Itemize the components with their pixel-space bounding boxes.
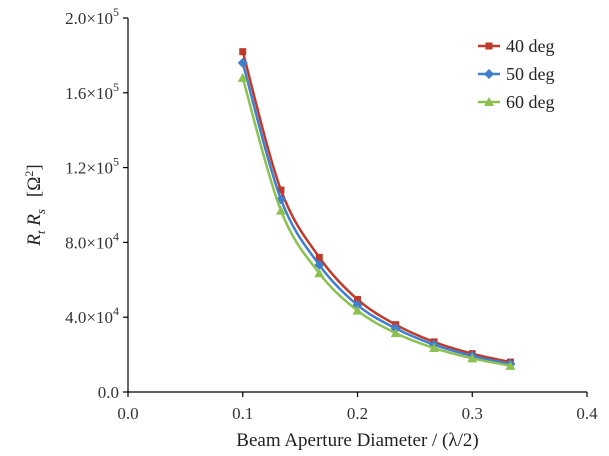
- legend-item: 40 deg: [478, 36, 555, 56]
- y-axis-label-unit-sup: 2: [22, 171, 36, 177]
- x-axis-label: Beam Aperture Diameter / (λ/2): [236, 430, 478, 451]
- x-tick-label: 0.1: [232, 404, 253, 423]
- data-point: [275, 205, 286, 215]
- y-axis-label: Rt Rs [Ω2]: [22, 164, 48, 246]
- y-tick-label: 0.0: [98, 383, 119, 402]
- y-axis-label-sub2: s: [33, 209, 48, 214]
- y-axis-label-r1: R: [24, 234, 45, 247]
- legend-label: 40 deg: [506, 36, 555, 56]
- data-point: [314, 268, 325, 278]
- y-axis-label-sub1: t: [33, 230, 48, 234]
- legend: 40 deg 50 deg 60 deg: [478, 36, 555, 112]
- data-point: [315, 253, 323, 261]
- data-point: [277, 186, 285, 194]
- legend-item: 50 deg: [478, 64, 555, 84]
- series-line: [241, 77, 511, 368]
- series-group: [237, 48, 516, 370]
- legend-label: 60 deg: [506, 92, 555, 112]
- data-point: [467, 353, 478, 363]
- data-point: [505, 360, 516, 370]
- x-tick-label: 0.3: [462, 404, 483, 423]
- data-point: [354, 295, 361, 303]
- x-tick-label: 0.2: [347, 404, 368, 423]
- data-point: [237, 57, 248, 68]
- ticks: 0.0 0.1 0.2 0.3 0.4 0.0 4.0×104 8.0×104 1.2×105 1…: [65, 5, 598, 423]
- legend-item: 60 deg: [478, 92, 555, 112]
- y-tick-label: 8.0×104: [65, 229, 119, 252]
- data-point: [429, 343, 440, 353]
- legend-swatch-marker: [485, 42, 493, 50]
- data-point: [390, 328, 401, 338]
- y-axis-label-unit-close: ]: [24, 164, 45, 170]
- data-point: [352, 305, 363, 315]
- y-tick-label: 1.2×105: [65, 155, 119, 178]
- series-line: [241, 51, 511, 364]
- y-axis-label-unit: [Ω: [24, 177, 45, 197]
- y-axis-label-r2: R: [24, 214, 45, 227]
- legend-swatch-marker: [484, 97, 494, 106]
- series-line: [241, 62, 511, 366]
- data-point: [314, 259, 325, 270]
- y-tick-label: 2.0×105: [65, 5, 119, 28]
- x-tick-label: 0.4: [576, 404, 598, 423]
- data-point: [237, 72, 248, 82]
- y-tick-label: 4.0×104: [65, 304, 119, 327]
- legend-label: 50 deg: [506, 64, 555, 84]
- legend-swatch-marker: [484, 69, 494, 79]
- y-tick-label: 1.6×105: [65, 80, 119, 103]
- series-60-deg: [237, 72, 516, 370]
- data-point: [239, 48, 247, 56]
- x-tick-label: 0.0: [117, 404, 138, 423]
